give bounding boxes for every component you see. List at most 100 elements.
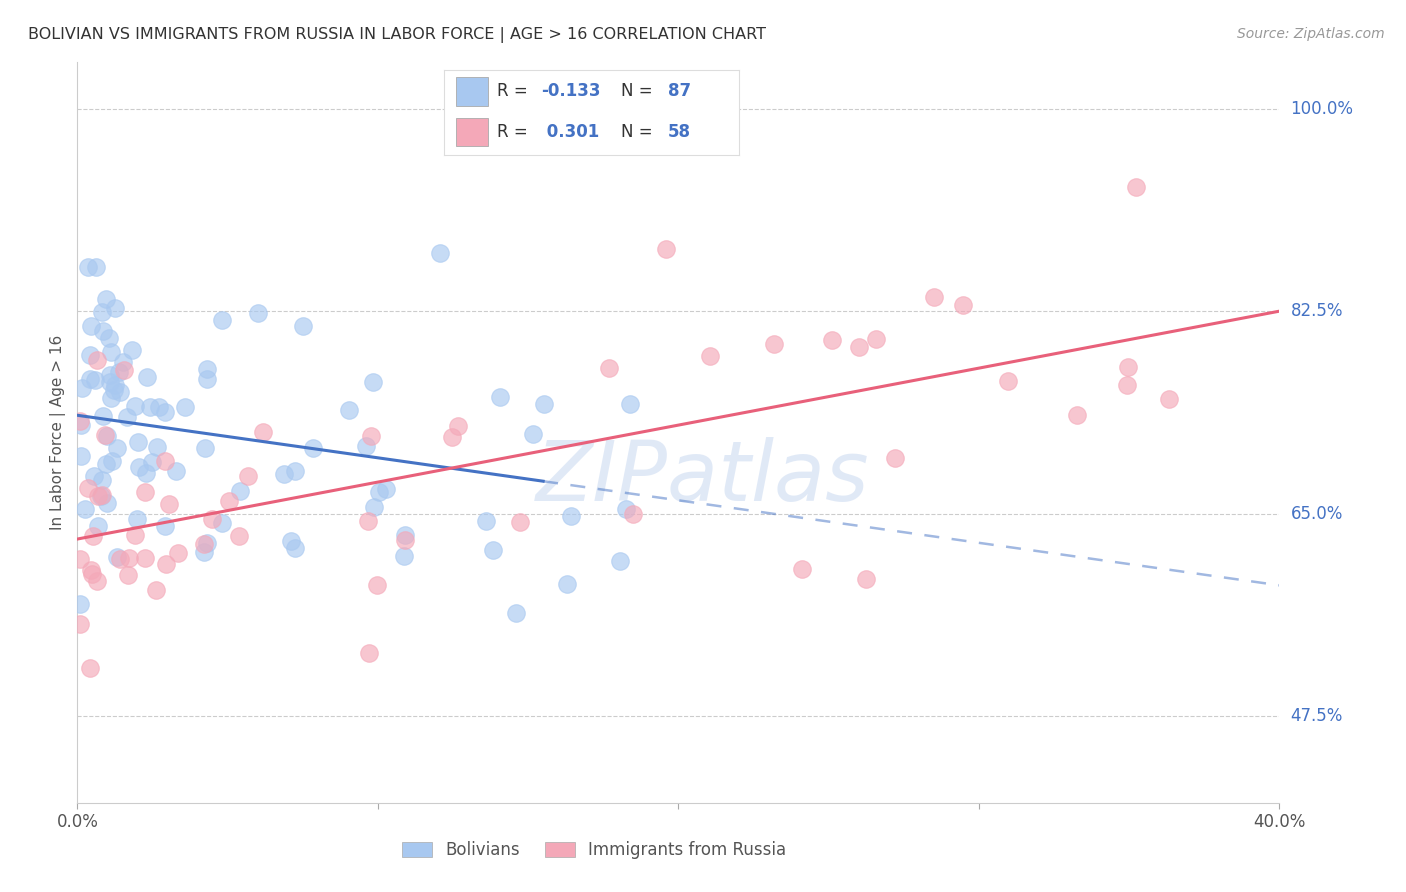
Bolivians — [121, 343, 143, 358]
Bolivians — [619, 397, 641, 411]
Bolivians — [302, 442, 325, 456]
Bolivians — [124, 399, 146, 413]
Immigrants from Russia — [82, 567, 104, 582]
Bolivians — [91, 305, 114, 319]
Bolivians — [110, 384, 132, 399]
Bolivians — [96, 496, 118, 510]
Immigrants from Russia — [86, 353, 108, 368]
Bolivians — [100, 392, 122, 406]
Immigrants from Russia — [91, 488, 114, 502]
Immigrants from Russia — [193, 537, 215, 551]
Immigrants from Russia — [86, 574, 108, 589]
Bolivians — [155, 405, 177, 419]
Immigrants from Russia — [200, 511, 222, 525]
Immigrants from Russia — [359, 646, 381, 660]
Immigrants from Russia — [1115, 377, 1137, 392]
Bolivians — [194, 441, 217, 455]
Bolivians — [97, 331, 120, 345]
Bolivians — [165, 464, 187, 478]
Bolivians — [91, 409, 114, 423]
Immigrants from Russia — [447, 419, 470, 434]
Bolivians — [367, 485, 389, 500]
Bolivians — [153, 519, 176, 533]
Immigrants from Russia — [1066, 409, 1088, 423]
Immigrants from Russia — [997, 374, 1019, 388]
Text: BOLIVIAN VS IMMIGRANTS FROM RUSSIA IN LABOR FORCE | AGE > 16 CORRELATION CHART: BOLIVIAN VS IMMIGRANTS FROM RUSSIA IN LA… — [28, 27, 766, 43]
Immigrants from Russia — [865, 332, 887, 346]
Bolivians — [557, 577, 579, 591]
Bolivians — [112, 355, 135, 369]
Bolivians — [128, 460, 150, 475]
Text: ZIPatlas: ZIPatlas — [536, 436, 869, 517]
Bolivians — [141, 455, 163, 469]
Bolivians — [193, 545, 215, 559]
Bolivians — [127, 512, 149, 526]
Bolivians — [394, 549, 416, 564]
Immigrants from Russia — [218, 494, 240, 508]
Bolivians — [522, 427, 544, 442]
Bolivians — [228, 483, 250, 498]
Bolivians — [505, 607, 527, 621]
Immigrants from Russia — [509, 515, 531, 529]
Bolivians — [195, 536, 218, 550]
Bolivians — [280, 533, 302, 548]
Bolivians — [70, 418, 93, 433]
Text: 100.0%: 100.0% — [1291, 100, 1354, 118]
Immigrants from Russia — [792, 561, 814, 575]
Bolivians — [211, 313, 233, 327]
Bolivians — [103, 384, 125, 398]
Bolivians — [361, 376, 384, 390]
Text: 65.0%: 65.0% — [1291, 505, 1343, 523]
Immigrants from Russia — [1125, 179, 1147, 194]
Bolivians — [609, 554, 631, 568]
Immigrants from Russia — [1159, 392, 1181, 407]
Immigrants from Russia — [155, 557, 177, 571]
Immigrants from Russia — [93, 428, 115, 442]
Immigrants from Russia — [884, 451, 907, 466]
Bolivians — [83, 468, 105, 483]
Bolivians — [115, 410, 138, 425]
Bolivians — [87, 518, 110, 533]
Bolivians — [80, 319, 103, 334]
Bolivians — [100, 345, 122, 359]
Bolivians — [139, 400, 162, 414]
Bolivians — [90, 489, 112, 503]
Bolivians — [394, 528, 416, 542]
Bolivians — [70, 381, 93, 395]
Immigrants from Russia — [598, 360, 620, 375]
Bolivians — [145, 440, 167, 454]
Bolivians — [69, 597, 91, 611]
Bolivians — [101, 454, 124, 468]
Immigrants from Russia — [153, 454, 176, 468]
Immigrants from Russia — [157, 497, 180, 511]
Immigrants from Russia — [79, 563, 101, 577]
Text: 82.5%: 82.5% — [1291, 302, 1343, 320]
Immigrants from Russia — [357, 514, 380, 528]
Bolivians — [273, 467, 295, 481]
Bolivians — [148, 400, 170, 414]
Immigrants from Russia — [228, 529, 250, 543]
Bolivians — [98, 375, 121, 389]
Bolivians — [79, 347, 101, 361]
Immigrants from Russia — [118, 551, 141, 566]
Bolivians — [339, 403, 361, 417]
Immigrants from Russia — [79, 661, 101, 675]
Bolivians — [94, 457, 117, 471]
Immigrants from Russia — [621, 507, 644, 521]
Bolivians — [104, 301, 127, 315]
Immigrants from Russia — [655, 242, 678, 256]
Bolivians — [284, 541, 307, 555]
Bolivians — [429, 246, 451, 260]
Bolivians — [135, 370, 157, 384]
Bolivians — [91, 325, 114, 339]
Immigrants from Russia — [1116, 360, 1139, 375]
Immigrants from Russia — [699, 350, 721, 364]
Immigrants from Russia — [124, 528, 146, 542]
Bolivians — [105, 549, 128, 564]
Bolivians — [292, 318, 315, 333]
Immigrants from Russia — [69, 414, 91, 428]
Text: Source: ZipAtlas.com: Source: ZipAtlas.com — [1237, 27, 1385, 41]
Immigrants from Russia — [360, 429, 382, 443]
Bolivians — [246, 305, 269, 319]
Bolivians — [108, 365, 131, 379]
